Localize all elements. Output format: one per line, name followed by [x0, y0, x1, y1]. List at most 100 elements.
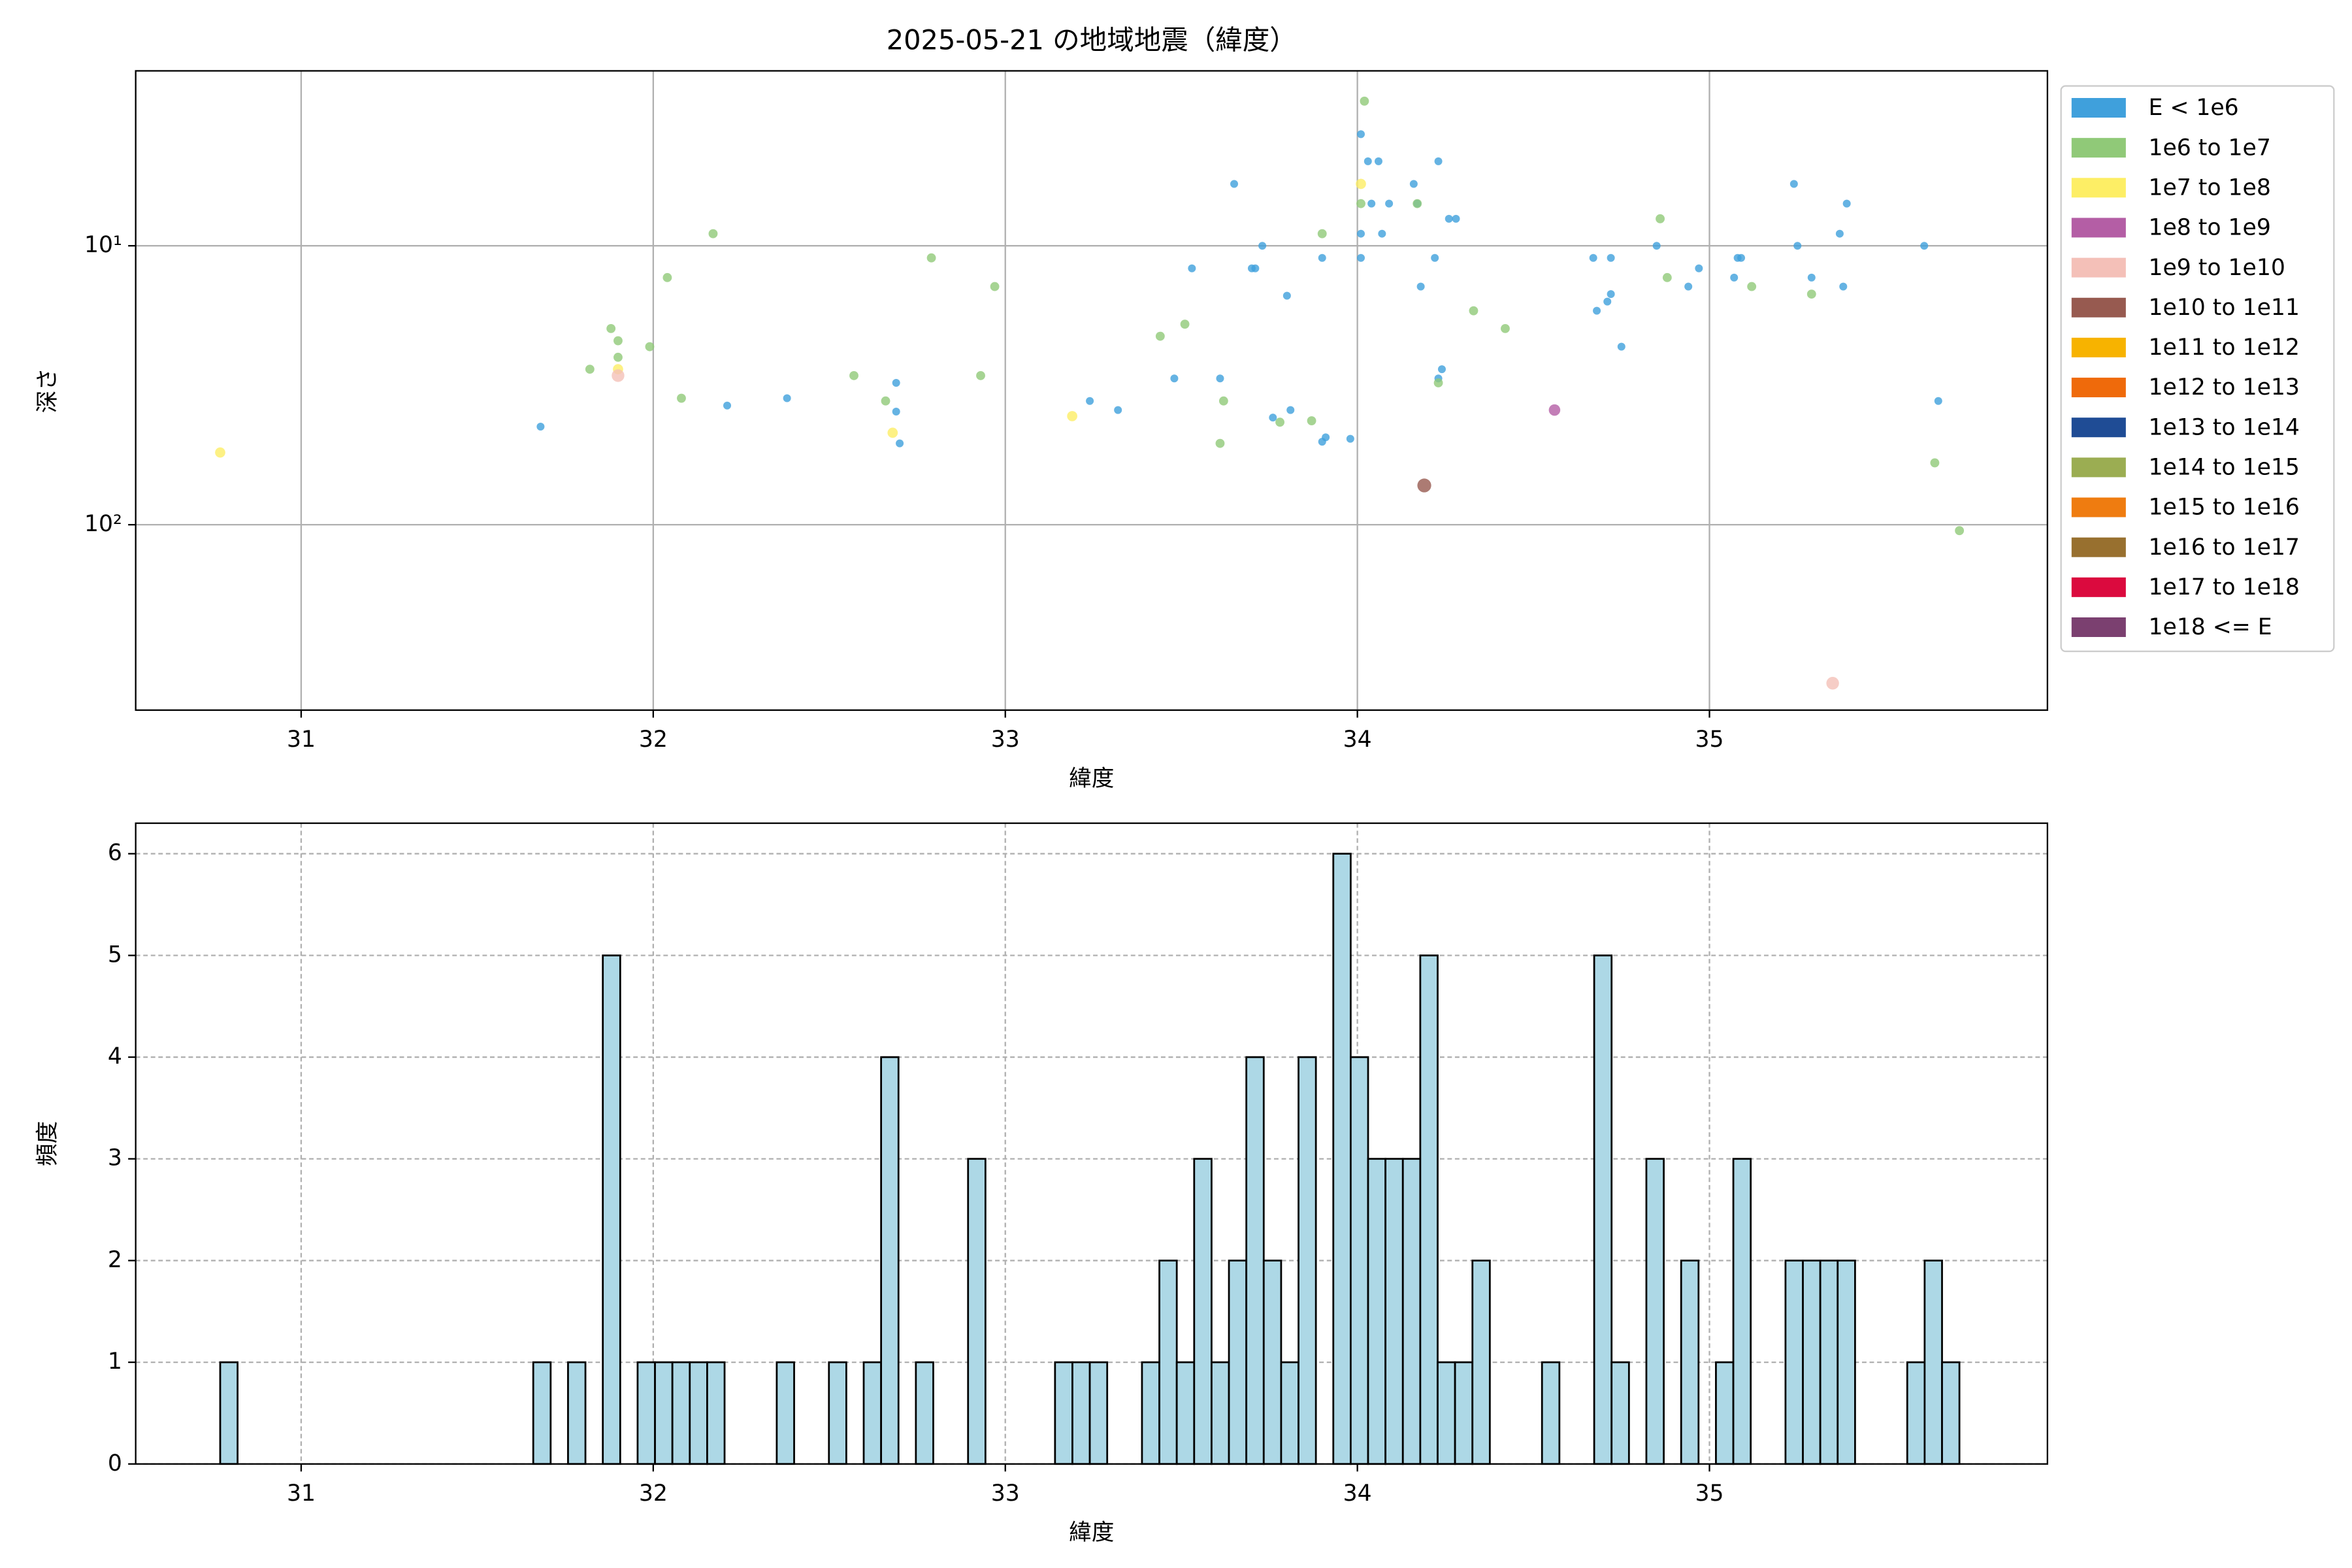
chart-title: 2025-05-21 の地域地震（緯度） [887, 24, 1297, 56]
scatter-point [783, 394, 791, 402]
y-tick-label: 4 [108, 1043, 122, 1070]
legend-swatch [2071, 297, 2126, 318]
scatter-point [1434, 157, 1443, 165]
y-tick-label: 0 [108, 1450, 122, 1477]
scatter-point [1835, 229, 1844, 238]
x-tick-label: 33 [991, 727, 1020, 753]
x-tick-label: 33 [991, 1480, 1020, 1507]
x-tick-label: 32 [639, 727, 668, 753]
legend-label: 1e7 to 1e8 [2148, 174, 2270, 201]
y-tick-label: 3 [108, 1145, 122, 1171]
scatter-point [1920, 242, 1929, 250]
scatter-point [1747, 282, 1757, 291]
scatter-point [1180, 319, 1190, 329]
plot-frame [135, 822, 2048, 1465]
histogram-bar [219, 1361, 239, 1465]
y-tick-label: 2 [108, 1247, 122, 1273]
scatter-point [1656, 214, 1665, 223]
x-tick-label: 31 [287, 727, 316, 753]
scatter-point [1839, 282, 1848, 291]
scatter-point [887, 427, 898, 438]
scatter-point [990, 282, 1000, 291]
histogram-bar [1419, 954, 1439, 1465]
legend-label: 1e8 to 1e9 [2148, 215, 2270, 241]
histogram-bar [1784, 1260, 1804, 1465]
x-tick-label: 31 [287, 1480, 316, 1507]
scatter-point [1409, 180, 1418, 188]
scatter-point [881, 396, 890, 406]
scatter-point [1548, 404, 1561, 416]
scatter-point [1607, 253, 1615, 262]
scatter-point [1378, 229, 1386, 238]
scatter-point [708, 229, 718, 238]
histogram-bar [1819, 1260, 1839, 1465]
scatter-point [1695, 264, 1703, 272]
legend-swatch [2071, 257, 2126, 278]
scatter-point [1067, 411, 1077, 421]
scatter-point [662, 272, 672, 282]
scatter-point [1501, 323, 1510, 333]
scatter-point [1826, 677, 1839, 690]
legend-label: 1e15 to 1e16 [2148, 495, 2299, 521]
legend-swatch [2071, 337, 2126, 357]
histogram-bar [1071, 1361, 1091, 1465]
scatter-point [1842, 199, 1851, 208]
scatter-point [1269, 414, 1277, 422]
scatter-point [1589, 253, 1597, 262]
scatter-point [1793, 242, 1802, 250]
scatter-point [612, 369, 625, 382]
legend-label: 1e13 to 1e14 [2148, 414, 2299, 440]
histogram-bar [1175, 1361, 1196, 1465]
plot-frame [135, 70, 2048, 711]
histogram-bar [915, 1361, 934, 1465]
scatter-point [1230, 180, 1239, 188]
y-tick-label: 6 [108, 840, 122, 866]
scatter-point [1445, 214, 1453, 223]
histogram-bar [706, 1361, 726, 1465]
scatter-point [606, 323, 616, 333]
histogram-bar [1541, 1361, 1561, 1465]
scatter-point [896, 439, 904, 448]
scatter-point [1318, 253, 1326, 262]
scatter-point [1684, 282, 1693, 291]
legend-swatch [2071, 178, 2126, 198]
legend-label: 1e12 to 1e13 [2148, 374, 2299, 400]
scatter-point [613, 352, 623, 362]
scatter-point [1452, 214, 1460, 223]
legend-swatch [2071, 497, 2126, 517]
histogram-bar [1158, 1260, 1178, 1465]
histogram-bar [967, 1158, 987, 1465]
histogram-bar [1437, 1361, 1456, 1465]
histogram-bar [1593, 954, 1613, 1465]
histogram-bar [1645, 1158, 1665, 1465]
legend-label: 1e16 to 1e17 [2148, 534, 2299, 561]
x-tick-label: 35 [1695, 1480, 1723, 1507]
y-tick-label: 10¹ [84, 232, 122, 258]
scatter-point [1934, 397, 1942, 405]
scatter-point [1357, 130, 1365, 139]
scatter-point [1364, 157, 1372, 165]
histogram-bar [1262, 1260, 1282, 1465]
legend-box [2060, 85, 2335, 653]
scatter-point [1367, 199, 1376, 208]
scatter-point [1413, 199, 1422, 208]
histogram-bar [1941, 1361, 1961, 1465]
histogram-bar [1245, 1056, 1265, 1465]
x-tick-label: 34 [1343, 727, 1372, 753]
histogram-bar [1141, 1361, 1160, 1465]
histogram-bar [1280, 1361, 1299, 1465]
scatter-point [1282, 291, 1291, 300]
legend-swatch [2071, 537, 2126, 557]
scatter-point [1086, 397, 1094, 405]
histogram-bar [1350, 1056, 1369, 1465]
scatter-point [1385, 199, 1394, 208]
legend-label: 1e6 to 1e7 [2148, 135, 2270, 161]
histogram-bar [1802, 1260, 1821, 1465]
histogram-bar [776, 1361, 795, 1465]
histogram-bar [671, 1361, 691, 1465]
histogram-bar [1923, 1260, 1943, 1465]
scatter-point [585, 365, 595, 374]
x-tick-label: 35 [1695, 727, 1723, 753]
histogram-bar [828, 1361, 847, 1465]
scatter-point [1360, 96, 1369, 106]
